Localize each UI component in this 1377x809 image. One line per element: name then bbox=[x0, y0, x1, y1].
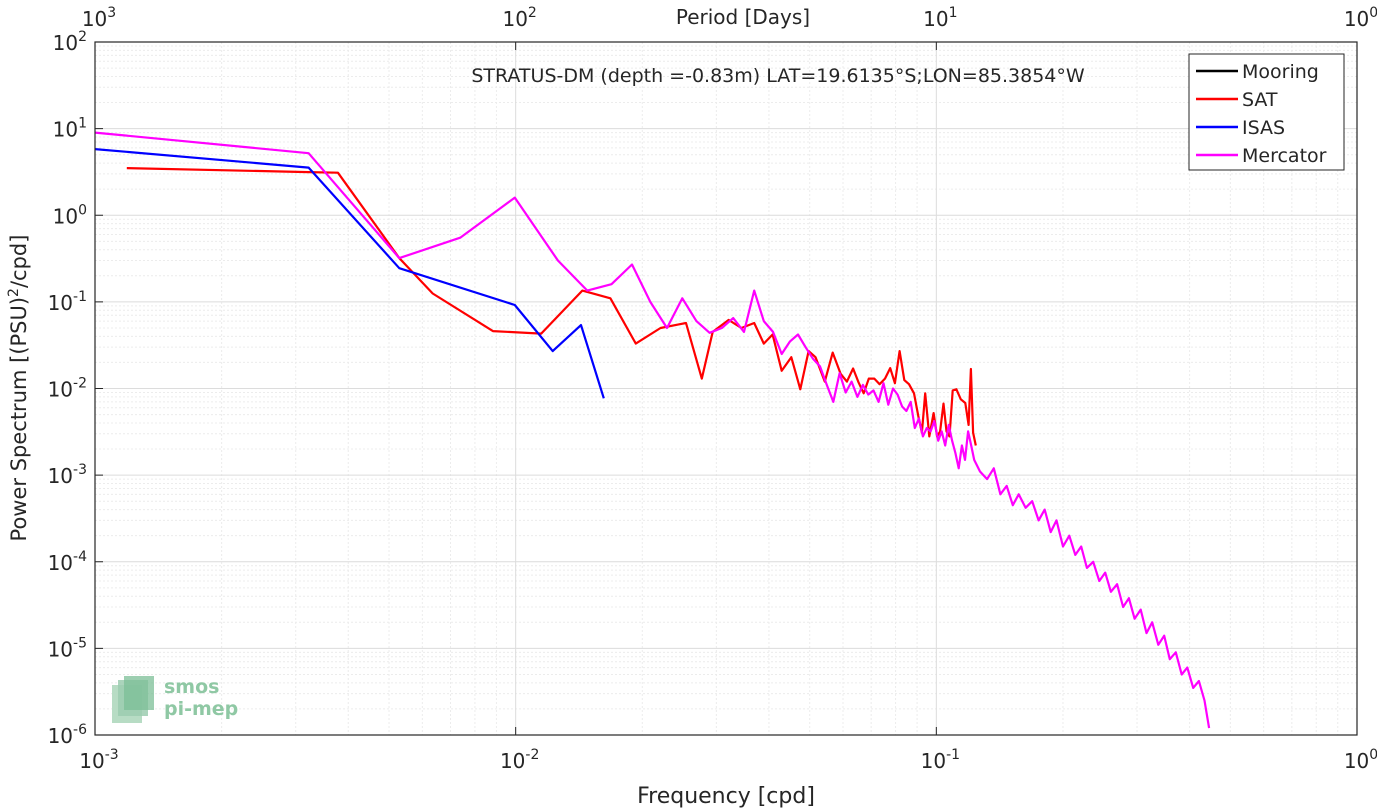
y-tick-label-base: 10 bbox=[48, 291, 73, 315]
y-tick-label: 100 bbox=[53, 202, 87, 228]
top-axis-label: Period [Days] bbox=[676, 5, 810, 29]
top-tick-label: 103 bbox=[82, 5, 116, 31]
top-tick-label: 101 bbox=[923, 5, 957, 31]
legend-label-mooring: Mooring bbox=[1242, 61, 1319, 83]
y-tick-label-exp: -6 bbox=[73, 722, 87, 738]
top-tick-label: 100 bbox=[1344, 5, 1377, 31]
x-tick-label-base: 10 bbox=[500, 749, 525, 773]
y-tick-label-base: 10 bbox=[48, 464, 73, 488]
y-axis-label-main: Power Spectrum [(PSU) bbox=[7, 297, 31, 542]
series-layer bbox=[94, 131, 1211, 729]
top-tick-label-base: 10 bbox=[502, 7, 527, 31]
y-axis-label-tail: /cpd] bbox=[7, 235, 31, 288]
smos-pimep-logo: smos pi-mep bbox=[112, 676, 238, 723]
top-tick-label-base: 10 bbox=[923, 7, 948, 31]
top-tick-label: 102 bbox=[502, 5, 536, 31]
y-tick-label: 101 bbox=[53, 116, 87, 142]
x-tick-label: 10-3 bbox=[79, 747, 118, 773]
legend-box bbox=[1188, 53, 1345, 171]
y-tick-label: 10-5 bbox=[48, 635, 87, 661]
x-tick-label: 100 bbox=[1344, 747, 1377, 773]
top-tick-label-exp: 3 bbox=[107, 5, 116, 21]
top-tick-label-base: 10 bbox=[82, 7, 107, 31]
top-tick-label-exp: 0 bbox=[1369, 5, 1377, 21]
y-tick-label-exp: 1 bbox=[78, 116, 87, 132]
logo-text-pimep: pi-mep bbox=[164, 698, 238, 720]
y-tick-label-exp: -4 bbox=[73, 549, 87, 565]
y-tick-label-base: 10 bbox=[48, 551, 73, 575]
logo-text-smos: smos bbox=[164, 676, 219, 698]
y-tick-label-exp: -3 bbox=[73, 462, 87, 478]
y-tick-label-exp: -5 bbox=[73, 635, 87, 651]
legend-label-sat: SAT bbox=[1242, 89, 1278, 111]
y-tick-label-base: 10 bbox=[48, 378, 73, 402]
y-tick-label: 10-1 bbox=[48, 289, 87, 315]
y-tick-label: 10-6 bbox=[48, 722, 88, 748]
top-tick-label-base: 10 bbox=[1344, 7, 1369, 31]
y-tick-label: 10-4 bbox=[48, 549, 88, 575]
y-tick-label-exp: 0 bbox=[78, 202, 87, 218]
y-tick-label-base: 10 bbox=[53, 118, 78, 142]
x-tick-label: 10-1 bbox=[921, 747, 960, 773]
logo-layer-3 bbox=[124, 676, 154, 710]
y-tick-label: 102 bbox=[53, 29, 87, 55]
x-tick-label-exp: 0 bbox=[1369, 747, 1377, 763]
y-axis-label-sup: 2 bbox=[6, 288, 22, 297]
x-tick-label-exp: -1 bbox=[946, 747, 960, 763]
x-tick-label-base: 10 bbox=[921, 749, 946, 773]
series-line-mercator bbox=[94, 131, 1211, 729]
y-tick-label: 10-3 bbox=[48, 462, 87, 488]
top-tick-label-exp: 1 bbox=[949, 5, 958, 21]
x-tick-label: 10-2 bbox=[500, 747, 539, 773]
top-tick-label-exp: 2 bbox=[528, 5, 537, 21]
y-tick-label-base: 10 bbox=[48, 724, 73, 748]
x-tick-label-exp: -2 bbox=[525, 747, 539, 763]
y-tick-label-exp: -1 bbox=[73, 289, 87, 305]
legend-label-mercator: Mercator bbox=[1242, 145, 1327, 167]
x-axis-label: Frequency [cpd] bbox=[637, 784, 815, 809]
series-line-sat bbox=[126, 167, 977, 446]
y-tick-label-base: 10 bbox=[53, 204, 78, 228]
y-tick-label-base: 10 bbox=[53, 31, 78, 55]
legend: Mooring SAT ISAS Mercator bbox=[1188, 53, 1345, 171]
x-tick-label-base: 10 bbox=[1344, 749, 1369, 773]
y-tick-label: 10-2 bbox=[48, 376, 87, 402]
legend-label-isas: ISAS bbox=[1242, 117, 1285, 139]
x-tick-label-exp: -3 bbox=[105, 747, 119, 763]
y-axis-label: Power Spectrum [(PSU)2/cpd] bbox=[6, 235, 31, 542]
y-tick-label-exp: -2 bbox=[73, 376, 87, 392]
y-tick-label-exp: 2 bbox=[78, 29, 87, 45]
y-tick-label-base: 10 bbox=[48, 637, 73, 661]
chart-title: STRATUS-DM (depth =-0.83m) LAT=19.6135°S… bbox=[471, 65, 1085, 87]
x-tick-label-base: 10 bbox=[79, 749, 104, 773]
series-line-isas bbox=[94, 148, 605, 399]
